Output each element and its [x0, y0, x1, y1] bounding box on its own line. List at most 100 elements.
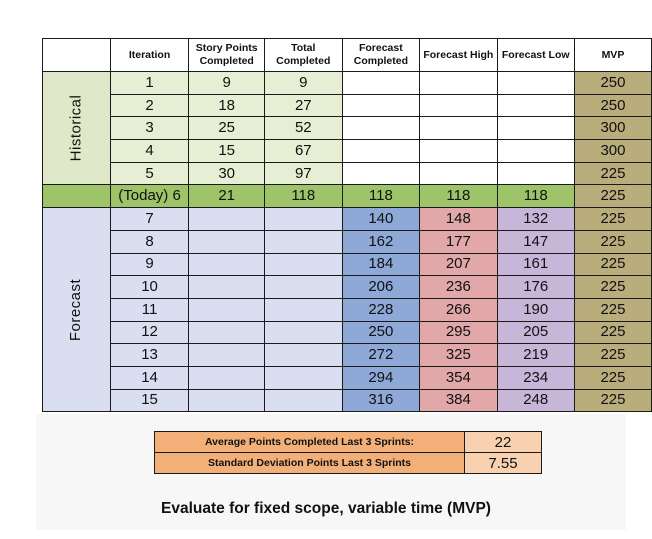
iteration-cell: 10 [109, 275, 190, 299]
forecast-completed-cell [341, 161, 421, 186]
total-completed-cell [264, 229, 343, 254]
forecast-low-cell [496, 116, 575, 141]
forecast-high-cell [419, 161, 498, 186]
forecast-high-cell: 325 [419, 343, 498, 367]
table-row: 8 162 177 147 225 [43, 229, 652, 254]
forecast-completed-cell [341, 93, 421, 118]
forecast-completed-cell: 118 [341, 184, 421, 209]
forecast-high-cell: 266 [419, 297, 498, 322]
mvp-cell: 225 [573, 229, 652, 254]
table-row: 14 294 354 234 225 [43, 365, 652, 390]
iteration-cell: 4 [109, 139, 190, 163]
iteration-cell: 14 [109, 365, 190, 390]
forecast-completed-cell: 162 [341, 229, 421, 254]
table-row: 13 272 325 219 225 [43, 343, 652, 367]
forecast-low-cell [496, 71, 575, 95]
forecast-low-cell: 219 [496, 343, 575, 367]
forecast-low-cell [496, 93, 575, 118]
iteration-cell: 13 [109, 343, 190, 367]
table-row: 4 15 67 300 [43, 139, 652, 163]
story-points-cell [188, 297, 265, 322]
forecast-low-cell: 161 [496, 252, 575, 277]
iteration-cell: 8 [109, 229, 190, 254]
forecast-low-cell: 176 [496, 275, 575, 299]
forecast-low-cell: 234 [496, 365, 575, 390]
forecast-high-cell: 148 [419, 207, 498, 231]
story-points-cell [188, 252, 265, 277]
story-points-cell: 25 [188, 116, 265, 141]
table-row: Historical 1 9 9 250 [42, 70, 652, 186]
forecast-low-cell: 205 [496, 320, 575, 345]
header-total-completed: Total Completed [264, 38, 343, 72]
total-completed-cell [264, 252, 343, 277]
iteration-cell: 12 [109, 320, 190, 345]
table-row: 5 30 97 225 [43, 161, 652, 186]
caption: Evaluate for fixed scope, variable time … [161, 500, 491, 517]
total-completed-cell [264, 297, 343, 322]
total-completed-cell [264, 320, 343, 345]
story-points-cell [188, 207, 265, 231]
forecast-completed-cell: 228 [341, 297, 421, 322]
forecast-completed-cell: 140 [341, 207, 421, 231]
story-points-cell [188, 343, 265, 367]
mvp-cell: 225 [573, 365, 652, 390]
mvp-cell: 225 [573, 343, 652, 367]
story-points-cell: 21 [188, 184, 265, 209]
forecast-low-cell [496, 161, 575, 186]
forecast-table: Iteration Story Points Completed Total C… [42, 38, 652, 413]
total-completed-cell [264, 207, 343, 231]
forecast-completed-cell [341, 116, 421, 141]
total-completed-cell: 52 [264, 116, 343, 141]
forecast-low-cell: 118 [496, 184, 575, 209]
forecast-low-cell: 190 [496, 297, 575, 322]
iteration-cell: 2 [109, 93, 190, 118]
table-row: 12 250 295 205 225 [43, 320, 652, 345]
forecast-completed-cell: 316 [341, 388, 421, 413]
total-completed-cell [264, 343, 343, 367]
table-row: 10 206 236 176 225 [43, 275, 652, 299]
header-story-points: Story Points Completed [188, 38, 265, 72]
forecast-completed-cell: 184 [341, 252, 421, 277]
table-row: 9 184 207 161 225 [43, 252, 652, 277]
mvp-cell: 225 [573, 297, 652, 322]
mvp-cell: 300 [573, 139, 652, 163]
story-points-cell [188, 320, 265, 345]
header-forecast-high: Forecast High [419, 38, 498, 72]
table-row: 3 25 52 300 [43, 116, 652, 141]
summary-row-std-dev: Standard Deviation Points Last 3 Sprints… [154, 452, 542, 474]
iteration-cell: 11 [109, 297, 190, 322]
forecast-high-cell: 177 [419, 229, 498, 254]
forecast-completed-cell [341, 71, 421, 95]
summary-table: Average Points Completed Last 3 Sprints:… [154, 431, 542, 474]
forecast-band-label: Forecast [42, 207, 111, 413]
story-points-cell [188, 229, 265, 254]
forecast-low-cell [496, 139, 575, 163]
summary-row-average: Average Points Completed Last 3 Sprints:… [154, 431, 542, 453]
iteration-cell: 1 [109, 71, 190, 95]
story-points-cell: 18 [188, 93, 265, 118]
total-completed-cell [264, 275, 343, 299]
forecast-completed-cell: 272 [341, 343, 421, 367]
header-row: Iteration Story Points Completed Total C… [42, 38, 652, 72]
forecast-high-cell [419, 116, 498, 141]
iteration-cell: 15 [109, 388, 190, 413]
total-completed-cell: 118 [264, 184, 343, 209]
story-points-cell [188, 365, 265, 390]
story-points-cell [188, 275, 265, 299]
forecast-high-cell: 384 [419, 388, 498, 413]
std-dev-value: 7.55 [464, 452, 542, 474]
today-band-cell [42, 184, 111, 209]
table-row: Forecast 7 140 148 132 225 [42, 207, 652, 413]
header-mvp: MVP [573, 38, 652, 72]
iteration-cell: 5 [109, 161, 190, 186]
today-row: (Today) 6 21 118 118 118 118 225 [42, 184, 652, 209]
forecast-high-cell: 236 [419, 275, 498, 299]
forecast-band-text: Forecast [67, 278, 85, 341]
forecast-high-cell [419, 93, 498, 118]
iteration-cell: 7 [109, 207, 190, 231]
mvp-cell: 225 [573, 184, 652, 209]
iteration-cell: (Today) 6 [109, 184, 190, 209]
iteration-cell: 3 [109, 116, 190, 141]
mvp-cell: 225 [573, 207, 652, 231]
